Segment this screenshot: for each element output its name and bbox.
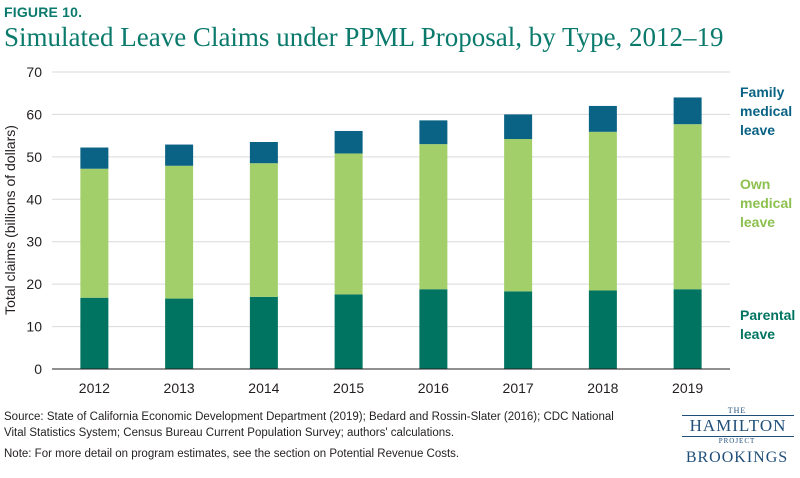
- x-tick-label: 2015: [333, 380, 364, 396]
- y-tick-label: 70: [26, 64, 42, 80]
- legend-family-line-1: Family: [740, 84, 785, 100]
- bar-own-2015: [334, 153, 363, 295]
- bar-own-2014: [249, 163, 278, 297]
- x-tick-label: 2013: [164, 380, 195, 396]
- y-axis-label: Total claims (billions of dollars): [2, 125, 18, 315]
- bar-parental-2017: [504, 291, 533, 369]
- y-tick-labels: 0 10 20 30 40 50 60 70: [26, 64, 42, 377]
- chart-title: Simulated Leave Claims under PPML Propos…: [4, 22, 724, 52]
- legend-own-medical-leave: Own medical leave: [740, 175, 792, 232]
- legend-parental-leave: Parental leave: [740, 306, 795, 344]
- bar-own-2018: [588, 131, 617, 291]
- bar-family-2016: [419, 120, 448, 145]
- figure-label: FIGURE 10.: [4, 4, 83, 20]
- logo-brookings: BROOKINGS: [685, 449, 789, 466]
- footnote: Note: For more detail on program estimat…: [4, 448, 460, 460]
- legend-family-line-3: leave: [740, 122, 776, 138]
- bar-own-2012: [80, 168, 109, 298]
- bar-family-2019: [673, 97, 702, 125]
- x-tick-label: 2018: [587, 380, 618, 396]
- legend-own-line-2: medical: [740, 195, 793, 211]
- bar-family-2013: [165, 144, 194, 166]
- legend-own-line-3: leave: [740, 214, 776, 230]
- logo-project: PROJECT: [718, 437, 756, 445]
- source-note: Source: State of California Economic Dev…: [4, 411, 614, 439]
- gridlines: [52, 71, 730, 328]
- bar-family-2015: [334, 130, 363, 154]
- y-tick-label: 30: [26, 234, 42, 250]
- x-tick-label: 2012: [79, 380, 110, 396]
- bar-own-2019: [673, 124, 702, 290]
- logo-hamilton: HAMILTON: [682, 415, 794, 437]
- bar-parental-2016: [419, 289, 448, 369]
- bar-own-2016: [419, 144, 448, 290]
- bar-parental-2019: [673, 289, 702, 369]
- y-tick-label: 40: [26, 191, 42, 207]
- bar-own-2013: [165, 165, 194, 299]
- bar-family-2012: [80, 147, 109, 169]
- bar-parental-2015: [334, 294, 363, 369]
- legend-family-medical-leave: Family medical leave: [740, 83, 792, 140]
- bar-family-2018: [588, 105, 617, 132]
- bar-family-2017: [504, 114, 533, 140]
- legend-parental-line-1: Parental: [740, 307, 796, 323]
- x-tick-label: 2017: [503, 380, 534, 396]
- y-tick-label: 10: [26, 319, 42, 335]
- y-tick-label: 0: [34, 361, 42, 377]
- bars: [80, 97, 702, 369]
- x-tick-label: 2016: [418, 380, 449, 396]
- bar-parental-2012: [80, 297, 109, 369]
- y-tick-label: 50: [26, 149, 42, 165]
- x-tick-labels: 2012 2013 2014 2015 2016 2017 2018 2019: [79, 380, 704, 396]
- x-tick-label: 2019: [672, 380, 703, 396]
- bar-own-2017: [504, 139, 533, 292]
- hamilton-brookings-logo: THE HAMILTON PROJECT BROOKINGS: [676, 406, 798, 476]
- stacked-bar-chart: 0 10 20 30 40 50 60 70 2012 2013 2014 2015 2016 2017…: [2, 64, 730, 396]
- bar-parental-2014: [249, 296, 278, 369]
- bar-family-2014: [249, 142, 278, 164]
- bar-parental-2018: [588, 290, 617, 369]
- legend-family-line-2: medical: [740, 103, 793, 119]
- y-tick-label: 20: [26, 276, 42, 292]
- x-tick-label: 2014: [248, 380, 279, 396]
- legend-parental-line-2: leave: [740, 326, 776, 342]
- bar-parental-2013: [165, 298, 194, 369]
- logo-the: THE: [727, 406, 747, 415]
- y-tick-label: 60: [26, 106, 42, 122]
- legend-own-line-1: Own: [740, 176, 771, 192]
